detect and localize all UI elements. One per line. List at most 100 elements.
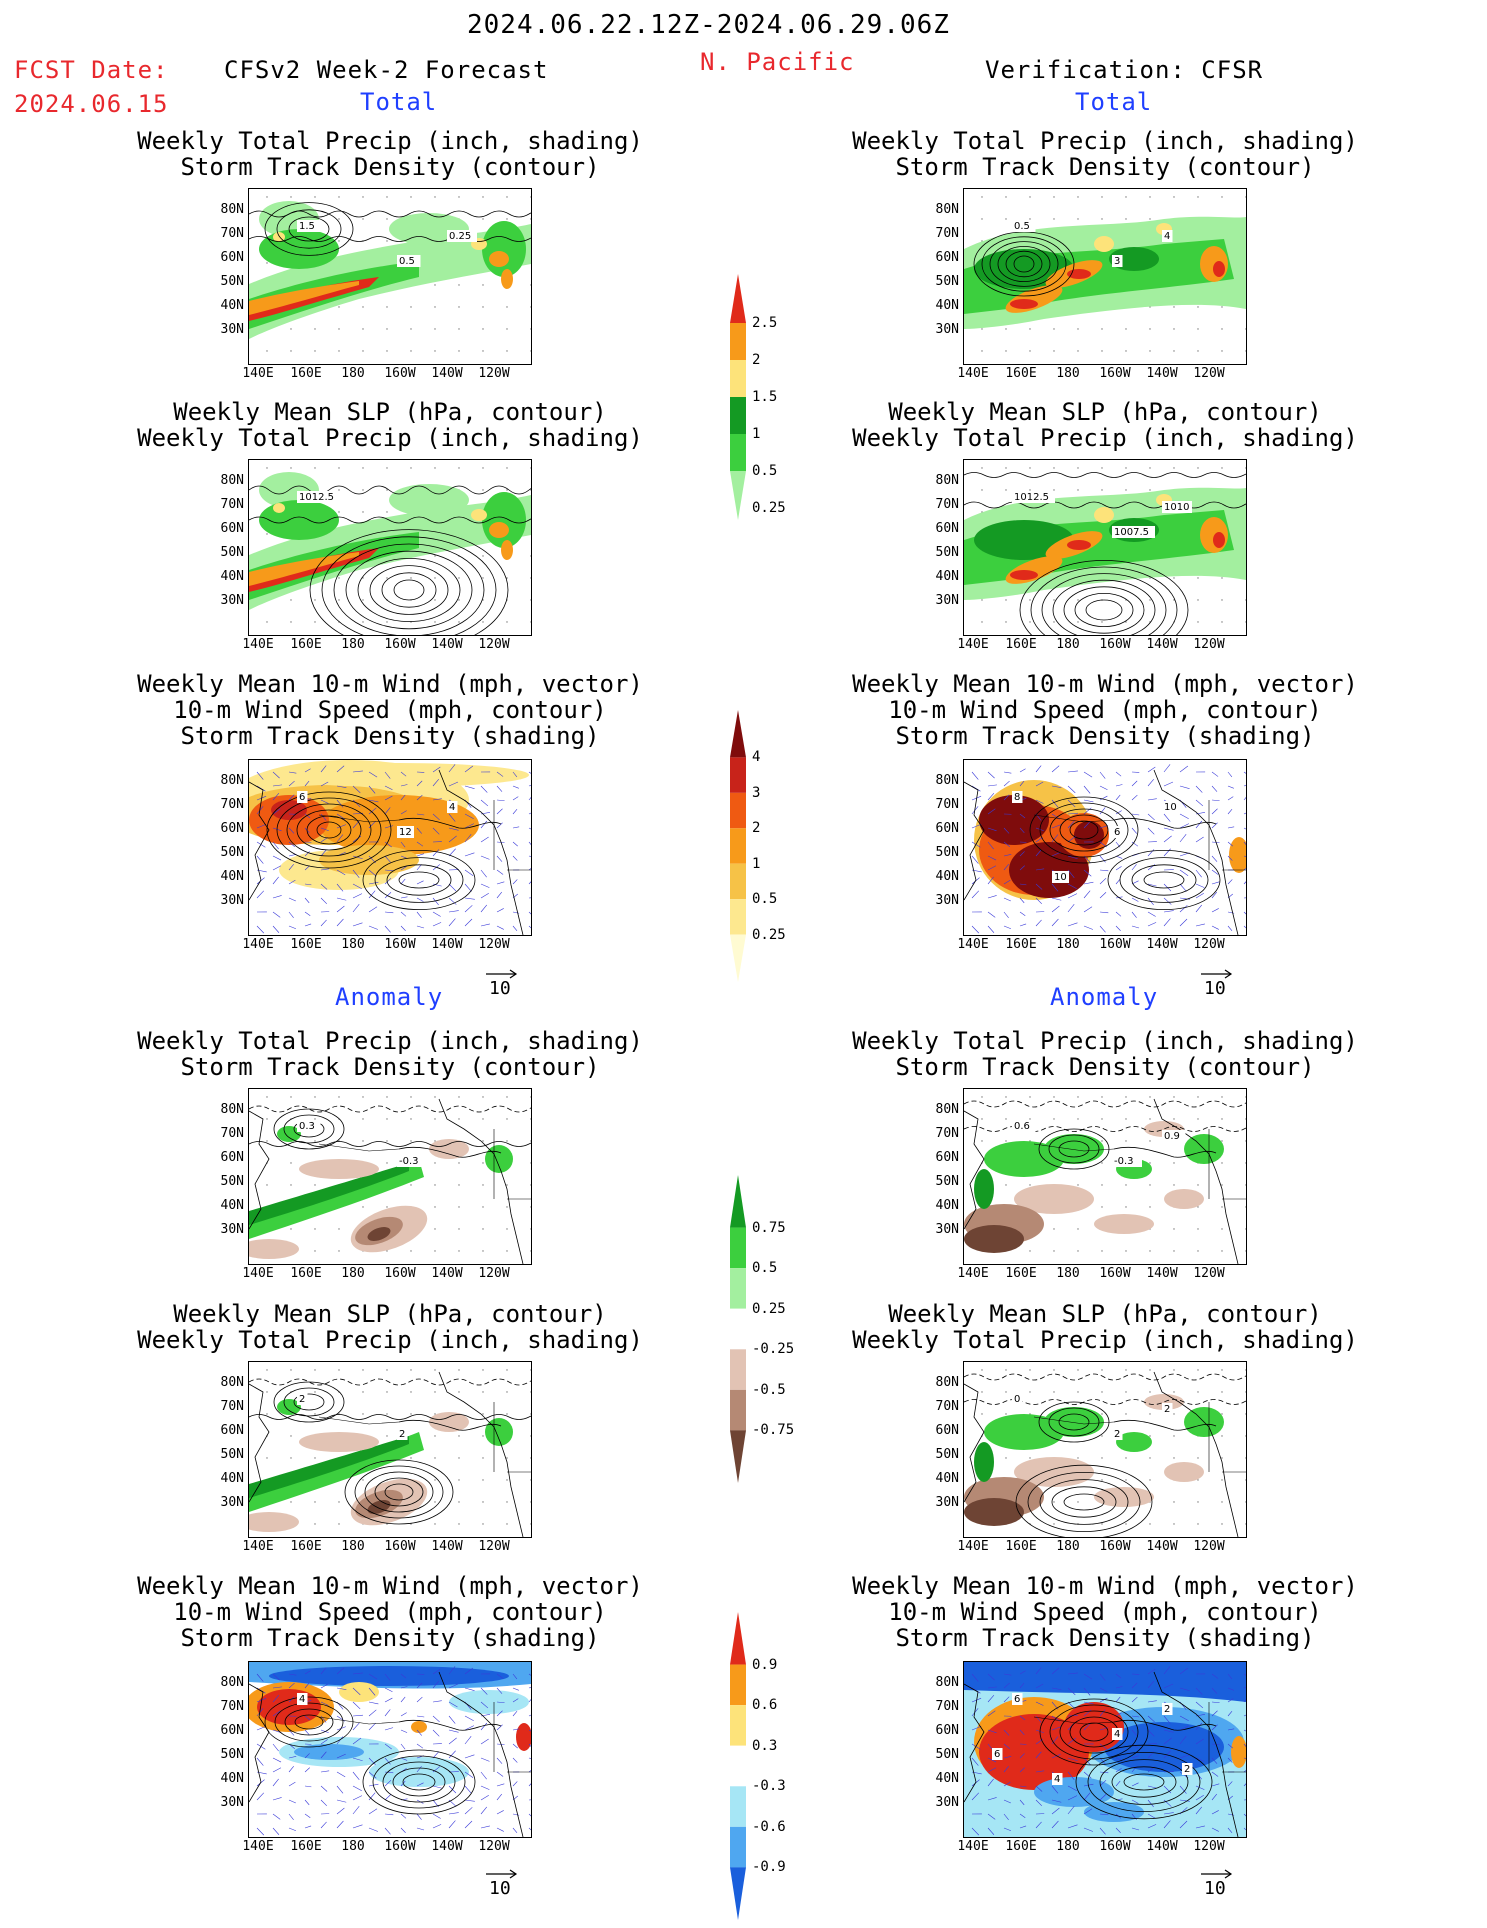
title-line: 10-m Wind Speed (mph, contour) — [888, 1598, 1321, 1626]
wind-vector — [481, 1795, 489, 1800]
grid-dot — [1245, 1413, 1246, 1414]
lat-label: 60N — [204, 821, 244, 836]
lat-label: 80N — [204, 473, 244, 488]
grid-dot — [1125, 1206, 1126, 1207]
shade-area — [411, 1721, 427, 1733]
wind-vector — [1004, 772, 1011, 773]
wind-vector — [481, 870, 487, 877]
colorbar-label: -0.3 — [752, 1778, 786, 1794]
wind-vector — [273, 1744, 279, 1751]
contour-line — [358, 558, 460, 621]
wind-vector — [1148, 828, 1154, 834]
lat-label: 50N — [919, 1747, 959, 1762]
lat-label: 40N — [919, 569, 959, 584]
wind-vector — [289, 898, 296, 901]
lat-label: 60N — [204, 250, 244, 265]
grid-dot — [506, 196, 507, 197]
grid-dot — [1125, 1369, 1126, 1370]
grid-dot — [1245, 1369, 1246, 1370]
lat-label: 40N — [919, 1771, 959, 1786]
lon-label: 140E — [236, 1266, 280, 1281]
grid-dot — [981, 1369, 982, 1370]
lon-label: 140W — [1140, 1539, 1184, 1554]
grid-dot — [410, 1369, 411, 1370]
contour-label: 2 — [299, 1394, 305, 1405]
coastline — [439, 1372, 523, 1537]
wind-vector — [305, 898, 309, 903]
grid-dot — [1197, 1457, 1198, 1458]
title-line: Storm Track Density (contour) — [180, 1053, 599, 1081]
wind-vector — [1212, 882, 1219, 884]
grid-dot — [1173, 328, 1174, 329]
title-line: 10-m Wind Speed (mph, contour) — [173, 696, 606, 724]
colorbar-swatch — [730, 1827, 746, 1868]
grid-dot — [266, 350, 267, 351]
title-line: Weekly Total Precip (inch, shading) — [137, 127, 643, 155]
lat-label: 70N — [204, 1399, 244, 1414]
lat-label: 70N — [919, 1399, 959, 1414]
wind-vector — [1228, 879, 1232, 884]
grid-dot — [314, 1413, 315, 1414]
lon-label: 160W — [1093, 937, 1137, 952]
lon-label: 160E — [284, 637, 328, 652]
lat-label: 60N — [204, 1150, 244, 1165]
grid-dot — [530, 218, 531, 219]
lat-label: 40N — [204, 1771, 244, 1786]
grid-dot — [290, 1162, 291, 1163]
wind-vector — [529, 926, 531, 932]
colorbar-storm_anom — [728, 1610, 748, 1928]
wind-vector — [385, 1728, 393, 1730]
wind-vector — [513, 856, 517, 861]
shade-area — [1094, 1214, 1154, 1234]
shade-area — [1164, 1189, 1204, 1209]
grid-dot — [1221, 1140, 1222, 1141]
lon-label: 180 — [331, 366, 375, 381]
grid-dot — [530, 1184, 531, 1185]
wind-vector — [1148, 799, 1157, 800]
lon-label: 160E — [284, 1539, 328, 1554]
colorbar-label: 4 — [752, 749, 760, 765]
colorbar-swatch — [730, 434, 746, 471]
grid-dot — [981, 467, 982, 468]
wind-vector — [465, 1786, 471, 1794]
grid-dot — [506, 1118, 507, 1119]
lon-label: 160W — [1093, 1539, 1137, 1554]
lon-label: 120W — [1187, 1839, 1231, 1854]
contour-label: 0.25 — [449, 231, 471, 242]
lat-label: 80N — [919, 473, 959, 488]
grid-dot — [1149, 1523, 1150, 1524]
wind-vector — [433, 912, 441, 917]
lat-label: 70N — [204, 497, 244, 512]
title-p3-right: Weekly Mean 10-m Wind (mph, vector)10-m … — [825, 671, 1385, 749]
wind-vector — [305, 1768, 310, 1772]
wind-vector — [1196, 786, 1202, 793]
lat-label: 60N — [919, 1723, 959, 1738]
colorbar-label: -0.75 — [752, 1422, 794, 1438]
grid-dot — [266, 467, 267, 468]
title-line: Weekly Mean SLP (hPa, contour) — [888, 1300, 1321, 1328]
wind-vector — [529, 1685, 531, 1688]
colorbar-swatch — [730, 793, 746, 828]
grid-dot — [410, 1250, 411, 1251]
wind-vector — [1244, 828, 1246, 832]
contour-label: 6 — [994, 1749, 1000, 1760]
wind-vector — [513, 786, 519, 788]
grid-dot — [434, 621, 435, 622]
lon-label: 160W — [1093, 366, 1137, 381]
wind-vector — [1084, 891, 1090, 898]
colorbar-cap — [730, 935, 746, 982]
wind-vector — [529, 1814, 531, 1820]
lat-label: 70N — [919, 497, 959, 512]
wind-vector — [988, 926, 994, 933]
wind-vector — [497, 856, 502, 862]
contour-line — [1075, 593, 1133, 626]
grid-dot — [981, 489, 982, 490]
grid-dot — [266, 1369, 267, 1370]
wind-vector — [1244, 912, 1246, 918]
grid-dot — [1053, 621, 1054, 622]
grid-dot — [530, 328, 531, 329]
colorbar-label: 0.3 — [752, 1738, 777, 1754]
wind-vector — [1196, 893, 1204, 898]
